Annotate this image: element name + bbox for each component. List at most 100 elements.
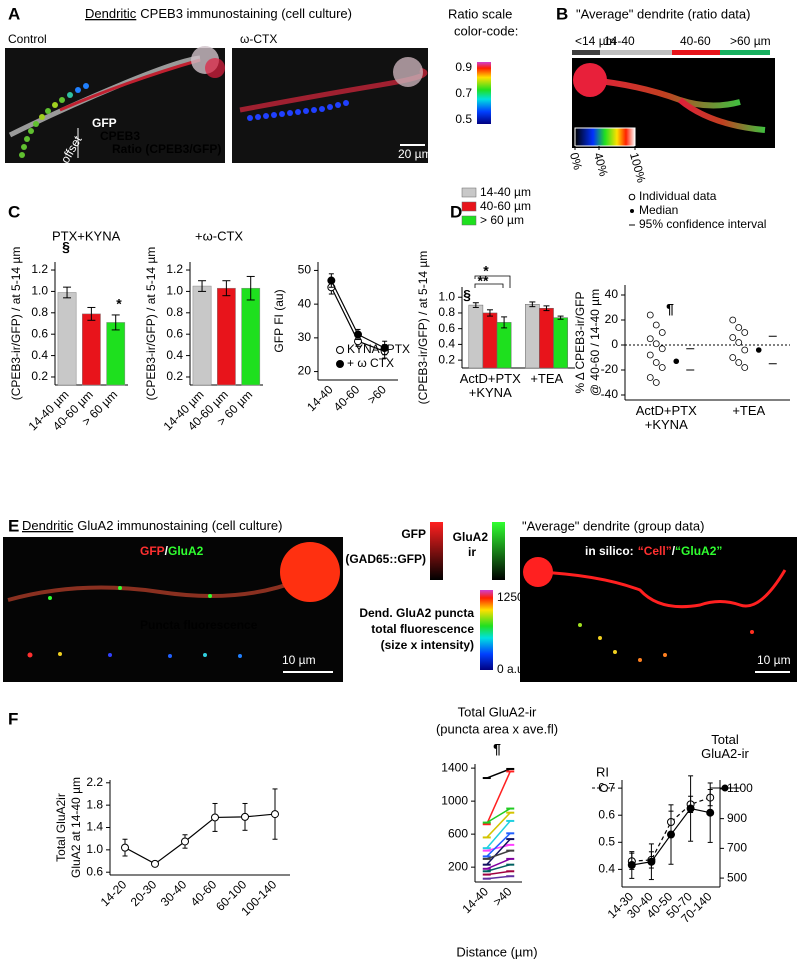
point bbox=[735, 359, 743, 366]
y-tick-label: 1.0 bbox=[438, 289, 455, 303]
dendrite bbox=[59, 58, 201, 112]
y-axis-label: (CPEB3-ir/GFP) / at 5-14 µm bbox=[416, 251, 430, 405]
label: ir bbox=[468, 545, 476, 559]
image bbox=[5, 48, 225, 163]
bar bbox=[525, 304, 540, 369]
y-axis-label: @ 40-60 / 14-40 µm bbox=[588, 289, 602, 396]
legend-swatch bbox=[461, 187, 477, 198]
y-tick-label: 0.2 bbox=[438, 352, 455, 366]
annotation: * bbox=[116, 296, 122, 312]
y-tick-label: 20 bbox=[298, 364, 312, 378]
color-bar bbox=[430, 522, 443, 580]
label: 10 µm bbox=[282, 653, 316, 667]
bar bbox=[217, 287, 236, 386]
bar bbox=[82, 313, 101, 386]
y-tick-label: 0.6 bbox=[86, 864, 103, 878]
legend-marker bbox=[721, 784, 729, 792]
median bbox=[673, 358, 680, 365]
label: +ω-CTX bbox=[195, 228, 243, 243]
bar bbox=[192, 285, 212, 386]
x-tick-label: 14-40 bbox=[460, 884, 492, 916]
color-bar-tick: 0.5 bbox=[455, 112, 472, 126]
x-tick-label: 40-60 bbox=[331, 382, 363, 414]
label: ω-CTX bbox=[240, 32, 277, 46]
y-tick-label: 0.6 bbox=[166, 326, 183, 340]
error-bar bbox=[222, 280, 231, 297]
point bbox=[646, 335, 654, 343]
color-bar-tick: 0.9 bbox=[455, 60, 472, 74]
y-tick-label: 500 bbox=[727, 870, 747, 884]
label: 40-60 bbox=[680, 34, 711, 48]
annotation: § bbox=[62, 239, 70, 255]
y-tick-label: 600 bbox=[448, 826, 468, 840]
dendrite bbox=[589, 77, 741, 109]
legend-label: + ω CTX bbox=[347, 356, 394, 370]
bar bbox=[539, 307, 554, 369]
y-tick-label: -40 bbox=[601, 387, 619, 401]
point bbox=[735, 339, 743, 346]
label: total fluorescence bbox=[371, 622, 474, 636]
label: 100% bbox=[627, 151, 649, 185]
point bbox=[241, 812, 249, 821]
annotation: ¶ bbox=[493, 741, 501, 757]
point bbox=[658, 364, 666, 371]
series-line bbox=[486, 863, 511, 872]
color-bar bbox=[574, 127, 636, 147]
puncta bbox=[578, 623, 754, 662]
point bbox=[354, 330, 362, 339]
y-tick-label: 0.4 bbox=[598, 862, 615, 876]
legend-label: RI bbox=[596, 764, 609, 779]
bar bbox=[241, 287, 261, 386]
legend-marker bbox=[336, 346, 344, 354]
text-part: GluA2 immunostaining (cell culture) bbox=[77, 518, 282, 533]
y-tick-label: 1.2 bbox=[166, 262, 183, 276]
y-axis-label: Total GluA2ir bbox=[54, 793, 68, 862]
y-axis-label: GluA2 at 14-40 µm bbox=[69, 777, 83, 878]
y-tick-label: 1.8 bbox=[86, 797, 103, 811]
series-line bbox=[486, 768, 511, 779]
point bbox=[327, 276, 336, 285]
point bbox=[647, 857, 656, 866]
segment bbox=[672, 50, 720, 55]
segment bbox=[720, 50, 770, 55]
error-bar bbox=[63, 286, 72, 299]
point bbox=[729, 334, 737, 341]
label: CPEB3 bbox=[100, 129, 140, 143]
label: >60 µm bbox=[730, 34, 771, 48]
error-bar bbox=[486, 309, 493, 317]
text-part: GFP bbox=[140, 544, 165, 558]
color-bar-tick: 0.7 bbox=[455, 86, 472, 100]
legend-label: Individual data bbox=[639, 189, 717, 203]
y-tick-label: 30 bbox=[298, 330, 312, 344]
label: GFP bbox=[401, 527, 426, 541]
soma bbox=[280, 542, 340, 602]
legend-marker bbox=[336, 360, 344, 368]
point bbox=[121, 843, 129, 852]
bar bbox=[482, 312, 498, 369]
label: 0% bbox=[567, 151, 585, 172]
error-bar bbox=[543, 305, 550, 312]
panel-letter: E bbox=[8, 516, 19, 535]
y-axis-label: GFP FI (au) bbox=[272, 289, 286, 352]
y-tick-label: 0.5 bbox=[598, 834, 615, 848]
text-part: “Cell” bbox=[638, 544, 672, 558]
legend-label: 40-60 µm bbox=[480, 199, 531, 213]
text-part: Dendritic bbox=[22, 518, 74, 533]
color-bar-tick: 1250 bbox=[497, 590, 524, 604]
color-bar-tick: 0 a.u. bbox=[497, 662, 527, 676]
x-tick-label: 14-40 bbox=[304, 382, 336, 414]
label: 10 µm bbox=[757, 653, 791, 667]
x-tick-label: 14-20 bbox=[98, 877, 130, 909]
point bbox=[729, 354, 737, 361]
median bbox=[755, 347, 762, 353]
point bbox=[658, 329, 666, 336]
series-line bbox=[486, 820, 511, 849]
x-tick-label: +TEA bbox=[530, 371, 564, 386]
point bbox=[652, 379, 660, 386]
y-axis-label: % Δ CPEB3-ir/GFP bbox=[573, 291, 587, 393]
label: GluA2 bbox=[453, 530, 489, 544]
y-tick-label: 0.8 bbox=[166, 305, 183, 319]
panel-letter: F bbox=[8, 709, 18, 728]
label: PTX+KYNA bbox=[52, 228, 121, 243]
